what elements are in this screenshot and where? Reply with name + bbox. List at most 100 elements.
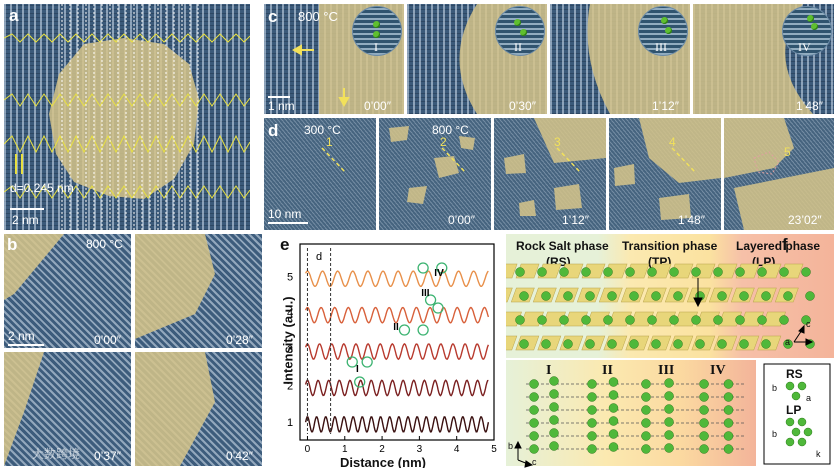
cation-atom — [783, 291, 793, 301]
peak-marker — [417, 262, 429, 274]
cation-atom — [699, 405, 709, 415]
cation-atom — [563, 291, 573, 301]
cation-atom — [549, 402, 559, 412]
panel-c-arrows — [291, 44, 350, 108]
panel-c-time-2: 0’30″ — [509, 99, 536, 113]
panel-b: b 800 °C 2 nm 0’00″ 0’28″ 0’37″ 0’42″ 大数… — [4, 234, 262, 466]
cation-atom — [647, 267, 657, 277]
cation-atom — [735, 315, 745, 325]
phase-tp-name: Transition phase — [622, 239, 718, 253]
panel-c-time-4: 1’48″ — [796, 99, 823, 113]
panel-d-marker-2: 2 — [440, 135, 447, 149]
cation-atom — [699, 379, 709, 389]
cation-atom — [669, 267, 679, 277]
panel-d-frame-1 — [264, 118, 376, 230]
cation-atom — [587, 418, 597, 428]
cation-atom — [664, 443, 674, 453]
panel-d-marker-4: 4 — [669, 135, 676, 149]
series-label-2: 2 — [287, 380, 293, 392]
panel-d-time-4: 1’48″ — [678, 213, 705, 227]
panel-f-legend-atoms — [785, 381, 813, 447]
cation-atom — [779, 315, 789, 325]
cation-atom — [723, 418, 734, 428]
panel-b-scalebar — [8, 344, 44, 346]
cation-atom — [713, 315, 723, 325]
panel-c-time-3: 1’12″ — [652, 99, 679, 113]
cation-atom — [651, 291, 661, 301]
peak-marker — [354, 376, 366, 388]
cation-atom — [607, 339, 617, 349]
cation-atom — [625, 267, 635, 277]
cation-atom — [515, 267, 525, 277]
panel-e-label: e — [280, 235, 290, 254]
panel-c-frame-2 — [407, 4, 547, 114]
panel-c-temperature: 800 °C — [298, 9, 338, 24]
cation-atom — [801, 267, 811, 277]
cation-atom — [739, 339, 749, 349]
cation-atom — [779, 267, 789, 277]
phase-lp-name: Layered phase — [736, 239, 821, 253]
cation-atom — [529, 379, 539, 389]
cation-atom — [699, 431, 709, 441]
cation-atom — [723, 379, 734, 389]
cation-atom — [529, 431, 539, 441]
cation-atom — [641, 392, 651, 402]
panel-a-yellow-profiles — [4, 33, 250, 199]
cation-atom — [691, 267, 701, 277]
cation-atom — [603, 315, 613, 325]
cation-atom — [651, 339, 661, 349]
cation-atom — [587, 405, 597, 415]
cation-atom — [559, 315, 569, 325]
peak-marker — [436, 262, 448, 274]
panel-f-axes-bottom — [514, 440, 534, 468]
cation-atom — [587, 444, 597, 454]
cation-atom — [529, 444, 539, 454]
f-legend-b2: b — [772, 429, 778, 439]
f-stage-1: I — [546, 363, 552, 378]
panel-a-scalebar — [10, 208, 44, 210]
cation-atom — [664, 391, 674, 401]
cation-atom — [541, 291, 551, 301]
cation-atom — [723, 444, 734, 454]
cation-atom — [537, 315, 547, 325]
cation-atom — [529, 418, 539, 428]
panel-f-gradient-bottom — [506, 360, 756, 466]
peak-marker — [432, 302, 444, 314]
cation-atom — [783, 339, 793, 349]
panel-c-inset-2 — [495, 6, 545, 56]
f-stage-3: III — [658, 363, 675, 378]
cation-atom — [739, 291, 749, 301]
cation-atom — [608, 403, 619, 413]
panel-c-stage-2: II — [514, 40, 522, 54]
cation-atom — [647, 315, 657, 325]
cation-atom — [664, 404, 674, 414]
panel-c-scalebar — [268, 96, 290, 98]
panel-e-ylabel: Intensity (a.u.) — [280, 296, 296, 385]
f-stage-2: II — [602, 363, 613, 378]
cation-atom — [641, 418, 651, 428]
cation-atom — [541, 339, 551, 349]
panel-a-d-bracket — [15, 154, 23, 174]
cation-atom — [581, 315, 591, 325]
series-line-5 — [304, 270, 489, 288]
series-line-1 — [304, 416, 490, 433]
cation-atom — [757, 315, 767, 325]
f-axis-c-bottom: c — [532, 457, 537, 467]
cation-atom — [587, 392, 597, 402]
f-legend-rs: RS — [786, 367, 803, 381]
panel-c-time-1: 0’00″ — [364, 99, 391, 113]
f-axis-a: a — [785, 337, 791, 347]
octahedron-slab — [506, 263, 518, 279]
cation-atom — [695, 339, 705, 349]
panel-d-frame-3 — [494, 118, 606, 230]
cation-atom — [587, 379, 597, 389]
series-line-4 — [304, 306, 490, 324]
panel-b-label: b — [7, 235, 18, 254]
cation-atom — [549, 389, 559, 399]
panel-c-inset-1 — [352, 6, 402, 56]
cation-atom — [625, 315, 635, 325]
panel-b-time-1: 0’00″ — [94, 333, 121, 347]
d-label: d — [316, 251, 322, 263]
panel-a-overlay — [4, 4, 250, 230]
